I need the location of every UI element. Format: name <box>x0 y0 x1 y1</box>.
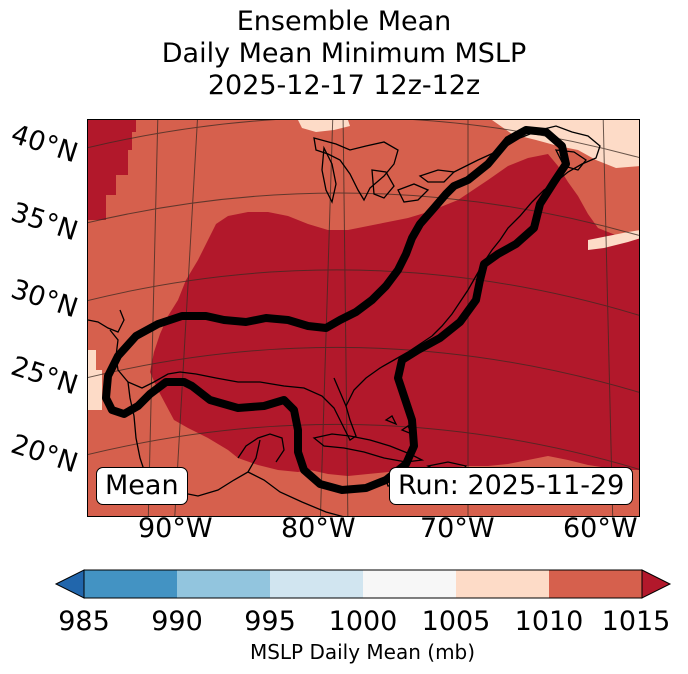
lat-label-25: 25°N <box>7 350 82 402</box>
colorbar-segment-1000-1005 <box>363 570 456 598</box>
lat-label-40: 40°N <box>7 118 82 170</box>
lat-label-30: 30°N <box>7 273 82 325</box>
map-panel <box>87 119 640 517</box>
colorbar <box>54 569 672 599</box>
title-line-3: 2025-12-17 12z-12z <box>207 70 481 101</box>
mean-box: Mean <box>96 467 188 505</box>
map-fill-peach-west <box>88 350 102 410</box>
colorbar-segment-985-990 <box>84 570 177 598</box>
colorbar-outline <box>83 569 643 599</box>
colorbar-segment-990-995 <box>177 570 270 598</box>
lon-label-70: 70°W <box>420 513 495 544</box>
map-fill-peach-east <box>588 230 639 250</box>
map-fill-dark-main <box>150 154 639 476</box>
colorbar-under-arrow <box>54 569 85 599</box>
colorbar-tick-1015: 1015 <box>601 606 671 637</box>
mslp-contour <box>102 126 570 494</box>
run-date-box: Run: 2025-11-29 <box>389 467 634 505</box>
colorbar-tick-1005: 1005 <box>421 606 491 637</box>
colorbar-segment-1005-1010 <box>456 570 549 598</box>
colorbar-over-arrow <box>641 569 672 599</box>
colorbar-tick-1000: 1000 <box>328 606 398 637</box>
lat-label-35: 35°N <box>7 196 82 248</box>
lat-label-20: 20°N <box>7 428 82 480</box>
lon-label-80: 80°W <box>281 513 356 544</box>
colorbar-label: MSLP Daily Mean (mb) <box>249 640 476 664</box>
lon-label-60: 60°W <box>563 513 638 544</box>
colorbar-segment-995-1000 <box>270 570 363 598</box>
colorbar-tick-1010: 1010 <box>514 606 584 637</box>
colorbar-tick-990: 990 <box>151 606 203 637</box>
title-line-1: Ensemble Mean <box>236 6 452 37</box>
title-line-2: Daily Mean Minimum MSLP <box>161 38 527 69</box>
map-fill-peach-north-a <box>298 120 350 132</box>
colorbar-segment-1010-1015 <box>549 570 642 598</box>
colorbar-tick-995: 995 <box>244 606 296 637</box>
lon-label-90: 90°W <box>138 513 213 544</box>
map-canvas <box>88 120 639 516</box>
colorbar-tick-985: 985 <box>58 606 110 637</box>
